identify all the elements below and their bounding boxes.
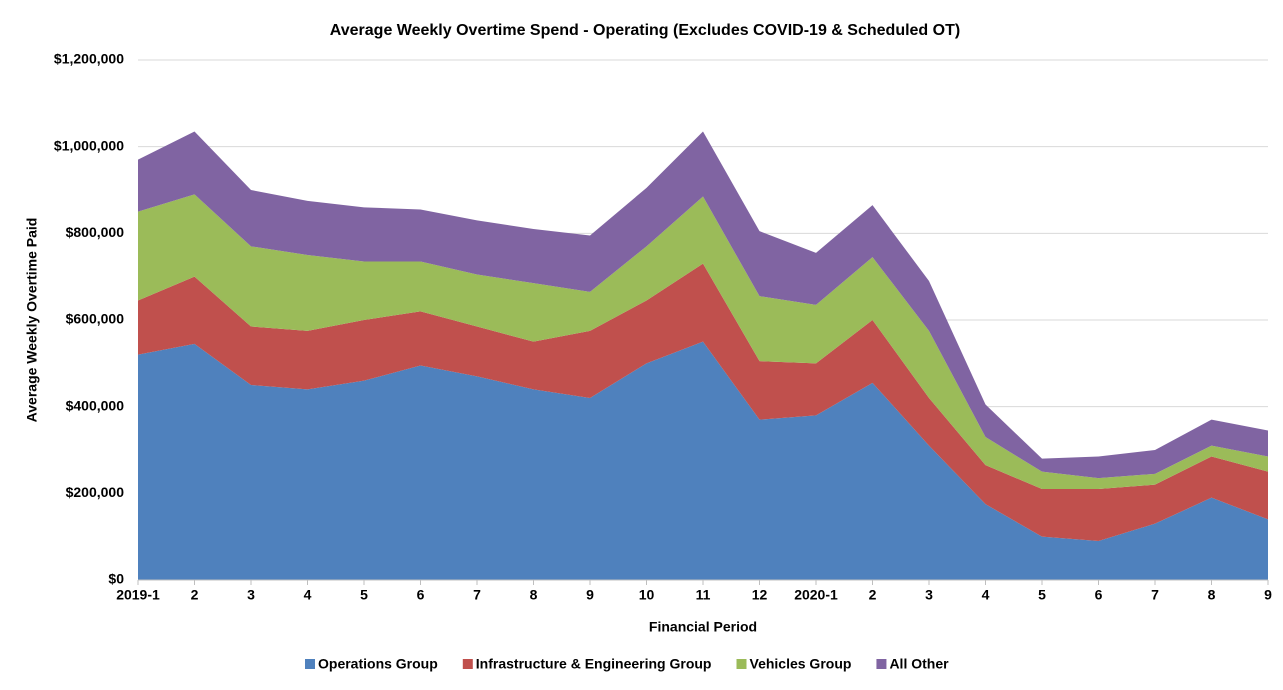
x-tick-label: 9 [586,587,594,603]
x-tick-label: 6 [1095,587,1103,603]
legend-swatch [305,659,315,669]
x-tick-label: 4 [982,587,990,603]
x-tick-label: 2 [869,587,877,603]
y-tick-label: $1,200,000 [54,51,124,67]
x-tick-label: 2019-1 [116,587,160,603]
legend-swatch [736,659,747,669]
x-tick-label: 3 [925,587,933,603]
y-tick-label: $200,000 [66,484,125,500]
x-tick-label: 10 [639,587,655,603]
x-tick-label: 12 [752,587,768,603]
x-tick-label: 9 [1264,587,1272,603]
y-tick-label: $400,000 [66,397,125,413]
area [138,263,1268,541]
x-tick-label: 5 [360,587,368,603]
legend: Operations Group Infrastructure & Enginee… [305,656,949,672]
x-tick-label: 6 [417,587,425,603]
area [138,194,1268,490]
legend-label: Infrastructure & Engineering Group [476,656,712,672]
x-tick-label: 4 [304,587,312,603]
x-tick-label: 11 [696,587,711,603]
legend-swatch [876,659,887,669]
y-tick-label: $800,000 [66,224,125,240]
x-tick-label: 7 [473,587,481,603]
x-tick-label: 2 [191,587,199,603]
chart-title: Average Weekly Overtime Spend - Operatin… [330,22,960,39]
y-tick-label: $600,000 [66,311,125,327]
y-tick-label: $0 [108,571,124,587]
x-tick-label: 8 [530,587,538,603]
area [138,131,1268,479]
x-tick-label: 3 [247,587,255,603]
area [138,341,1268,580]
legend-label: Operations Group [318,656,438,672]
legend-swatch [462,659,473,669]
legend-label: All Other [889,656,949,672]
x-tick-label: 2020-1 [794,587,838,603]
x-axis-label: Financial Period [649,619,757,635]
x-tick-label: 8 [1208,587,1216,603]
y-axis-label: Average Weekly Overtime Paid [24,218,40,423]
y-tick-label: $1,000,000 [54,137,124,153]
x-tick-label: 5 [1038,587,1046,603]
legend-label: Vehicles Group [750,656,852,672]
x-tick-label: 7 [1151,587,1159,603]
